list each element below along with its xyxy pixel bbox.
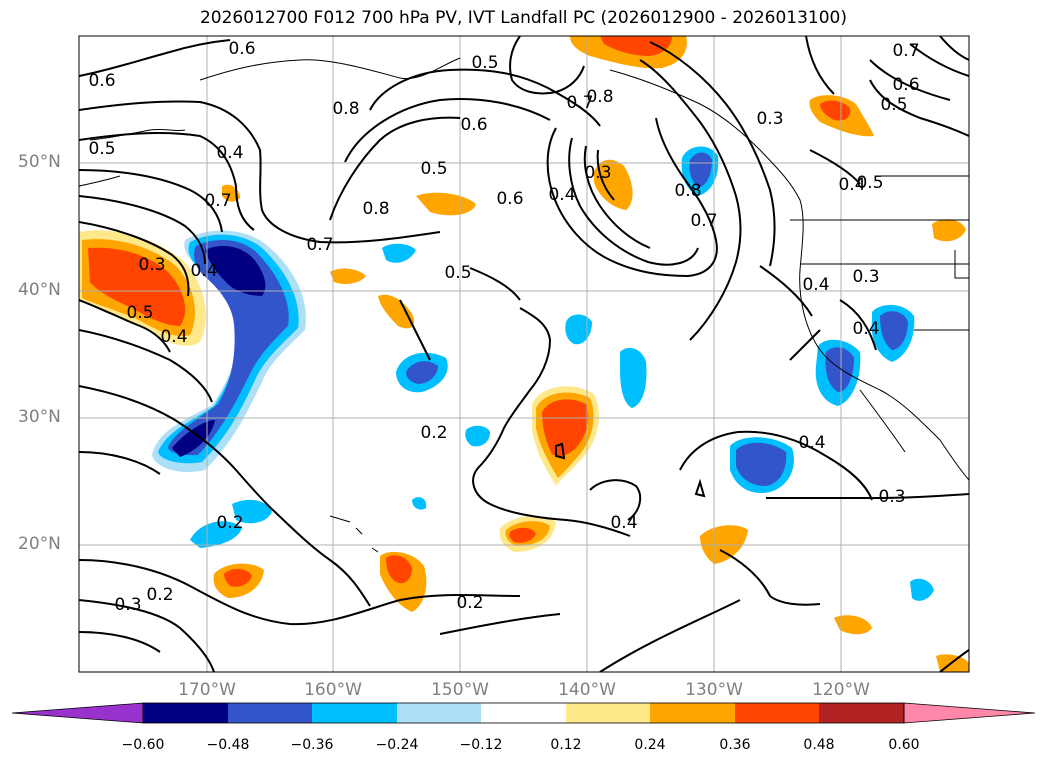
positive-anomaly-small (213, 36, 969, 672)
colorbar-bin (819, 703, 904, 723)
colorbar-bin (735, 703, 819, 723)
colorbar-bin (481, 703, 566, 723)
contour-label: 0.5 (880, 95, 907, 115)
lat-label: 50°N (18, 152, 61, 172)
contour-label: 0.6 (892, 75, 919, 95)
contour-label: 0.3 (756, 109, 783, 129)
contour-label: 0.2 (216, 513, 243, 533)
contour-label: 0.4 (216, 143, 243, 163)
contour-label: 0.8 (674, 181, 701, 201)
coastlines (79, 57, 969, 553)
contour-label: 0.3 (584, 163, 611, 183)
contour-label: 0.5 (88, 139, 115, 159)
colorbar-tick-label: −0.60 (121, 737, 165, 753)
colorbar-bin (228, 703, 312, 723)
colorbar-bin (650, 703, 735, 723)
contour-label: 0.4 (852, 319, 879, 339)
contour-label: 0.7 (566, 93, 593, 113)
contour-label: 0.4 (802, 275, 829, 295)
contour-label: 0.8 (362, 199, 389, 219)
lon-label: 170°W (178, 680, 236, 700)
colorbar-bin (397, 703, 481, 723)
lon-label: 140°W (558, 680, 616, 700)
colorbar-tick-label: −0.36 (290, 737, 334, 753)
colorbar (11, 702, 1036, 724)
lon-label: 150°W (431, 680, 489, 700)
colorbar-bin (566, 703, 650, 723)
colorbar-tick-label: −0.24 (375, 737, 419, 753)
contour-label: 0.5 (856, 173, 883, 193)
contour-label: 0.2 (456, 593, 483, 613)
contour-label: 0.7 (892, 41, 919, 61)
positive-anomaly-west (79, 230, 206, 346)
colorbar-extend-left (11, 702, 144, 724)
contour-label: 0.2 (420, 423, 447, 443)
lon-label: 160°W (304, 680, 362, 700)
contour-label: 0.4 (610, 513, 637, 533)
contour-label: 0.4 (798, 433, 825, 453)
contour-label: 0.3 (852, 267, 879, 287)
contour-label: 0.8 (332, 99, 359, 119)
colorbar-tick-label: 0.36 (719, 737, 751, 753)
colorbar-bin (143, 703, 228, 723)
colorbar-tick-label: 0.12 (550, 737, 582, 753)
contour-label: 0.3 (138, 255, 165, 275)
contour-label: 0.5 (444, 263, 471, 283)
contour-label: 0.4 (838, 175, 865, 195)
lat-label: 20°N (18, 534, 61, 554)
contour-label: 0.4 (190, 261, 217, 281)
map-frame (78, 35, 970, 673)
shading-layer (79, 36, 969, 672)
contour-label: 0.7 (690, 211, 717, 231)
lon-label: 120°W (812, 680, 870, 700)
contour-label: 0.5 (420, 159, 447, 179)
lon-label: 130°W (685, 680, 743, 700)
pv-contours (79, 36, 969, 672)
negative-anomaly-small (190, 146, 934, 601)
colorbar-tick-label: 0.60 (888, 737, 920, 753)
colorbar-extend-right (903, 702, 1036, 724)
contour-label: 0.4 (160, 327, 187, 347)
contour-label: 0.4 (548, 185, 575, 205)
contour-label: 0.3 (114, 595, 141, 615)
colorbar-bin (312, 703, 397, 723)
contour-label: 0.7 (306, 235, 333, 255)
contour-label: 0.5 (471, 53, 498, 73)
figure-title: 2026012700 F012 700 hPa PV, IVT Landfall… (199, 8, 847, 28)
colorbar-tick-label: 0.24 (634, 737, 666, 753)
contour-labels: 0.6 0.6 0.5 0.4 0.7 0.3 0.4 0.5 0.4 0.8 … (88, 39, 919, 615)
contour-label: 0.7 (204, 191, 231, 211)
contour-label: 0.6 (460, 115, 487, 135)
contour-label: 0.6 (496, 189, 523, 209)
contour-label: 0.5 (126, 303, 153, 323)
colorbar-tick-label: 0.48 (803, 737, 835, 753)
contour-label: 0.3 (878, 487, 905, 507)
colorbar-tick-label: −0.12 (459, 737, 503, 753)
lat-label: 40°N (18, 280, 61, 300)
contour-label: 0.6 (88, 71, 115, 91)
contour-label: 0.2 (146, 585, 173, 605)
colorbar-tick-label: −0.48 (206, 737, 250, 753)
contour-label: 0.8 (586, 87, 613, 107)
contour-label: 0.6 (228, 39, 255, 59)
lat-label: 30°N (18, 407, 61, 427)
